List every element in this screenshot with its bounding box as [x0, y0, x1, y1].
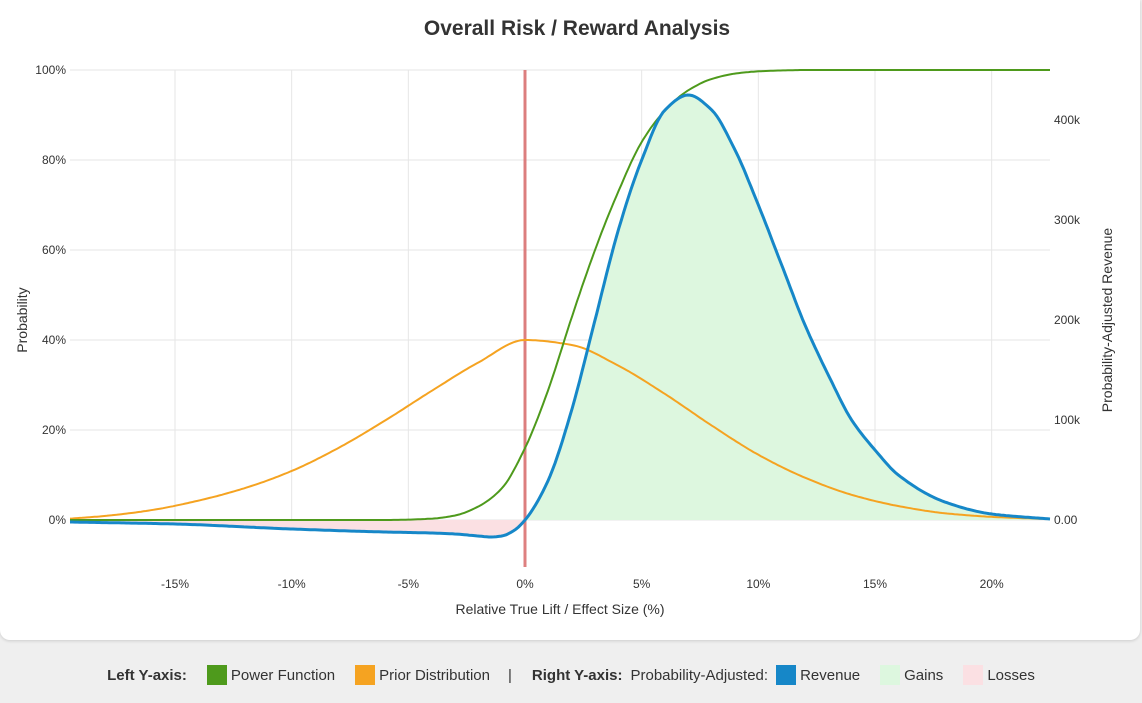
axes: -15% -10% -5% 0% 5% 10% 15% 20% 0% 20% 40% 60% 80% 10…	[35, 63, 1081, 591]
y-left-tick-label: 20%	[42, 423, 66, 437]
legend-item-losses[interactable]: Losses	[963, 665, 1035, 685]
y-right-tick-label: 300k	[1054, 213, 1081, 227]
legend-label: Losses	[987, 666, 1035, 684]
y-right-tick-label: 200k	[1054, 313, 1081, 327]
legend-item-power-function[interactable]: Power Function	[206, 665, 336, 685]
y-left-tick-label: 40%	[42, 333, 66, 347]
x-axis-label: Relative True Lift / Effect Size (%)	[455, 601, 664, 617]
chart-card: Overall Risk / Reward Analysis -15% -10% -…	[0, 0, 1140, 640]
prior-distribution-line	[69, 339, 1051, 521]
legend-label: Gains	[904, 666, 944, 684]
risk-reward-chart: Overall Risk / Reward Analysis -15% -10% -…	[14, 17, 1115, 617]
x-tick-label: 5%	[633, 577, 651, 591]
power-function-line	[70, 69, 1050, 521]
x-tick-label: -10%	[278, 577, 306, 591]
legend-item-gains[interactable]: Gains	[880, 665, 943, 685]
area-fills	[70, 95, 1050, 537]
y-left-tick-label: 60%	[42, 243, 66, 257]
legend-label: Power Function	[230, 666, 336, 684]
legend-swatch	[880, 665, 901, 685]
legend-right-axis-label: Right Y-axis:	[531, 666, 623, 684]
y-left-tick-label: 0%	[49, 513, 67, 527]
x-tick-label: 10%	[746, 577, 770, 591]
legend-swatch	[355, 665, 376, 685]
series-lines	[69, 69, 1051, 567]
y-right-tick-label: 400k	[1054, 113, 1081, 127]
x-tick-label: 15%	[863, 577, 887, 591]
legend-label: Revenue	[800, 666, 861, 684]
x-tick-label: -15%	[161, 577, 189, 591]
y-axis-left-label: Probability	[14, 287, 30, 352]
legend-item-prior-distribution[interactable]: Prior Distribution	[355, 665, 490, 685]
x-tick-label: 20%	[980, 577, 1004, 591]
chart-legend: Left Y-axis: Power Function Prior Distri…	[0, 652, 1142, 698]
x-tick-label: -5%	[398, 577, 420, 591]
legend-swatch	[776, 665, 797, 685]
legend-swatch	[206, 665, 227, 685]
legend-label: Prior Distribution	[379, 666, 490, 684]
y-left-tick-label: 100%	[35, 63, 66, 77]
legend-item-revenue[interactable]: Revenue	[776, 665, 860, 685]
y-axis-right-label: Probability-Adjusted Revenue	[1099, 228, 1115, 413]
legend-separator: |	[508, 666, 512, 684]
x-tick-label: 0%	[516, 577, 534, 591]
legend-prefix: Probability-Adjusted:	[630, 666, 769, 684]
chart-title: Overall Risk / Reward Analysis	[424, 17, 730, 40]
y-left-tick-label: 80%	[42, 153, 66, 167]
legend-swatch	[963, 665, 984, 685]
legend-left-axis-label: Left Y-axis:	[107, 666, 187, 684]
gains-area	[525, 95, 1050, 520]
y-right-tick-label: 100k	[1054, 413, 1081, 427]
revenue-line	[70, 93, 1051, 539]
y-right-tick-label: 0.00	[1054, 513, 1078, 527]
